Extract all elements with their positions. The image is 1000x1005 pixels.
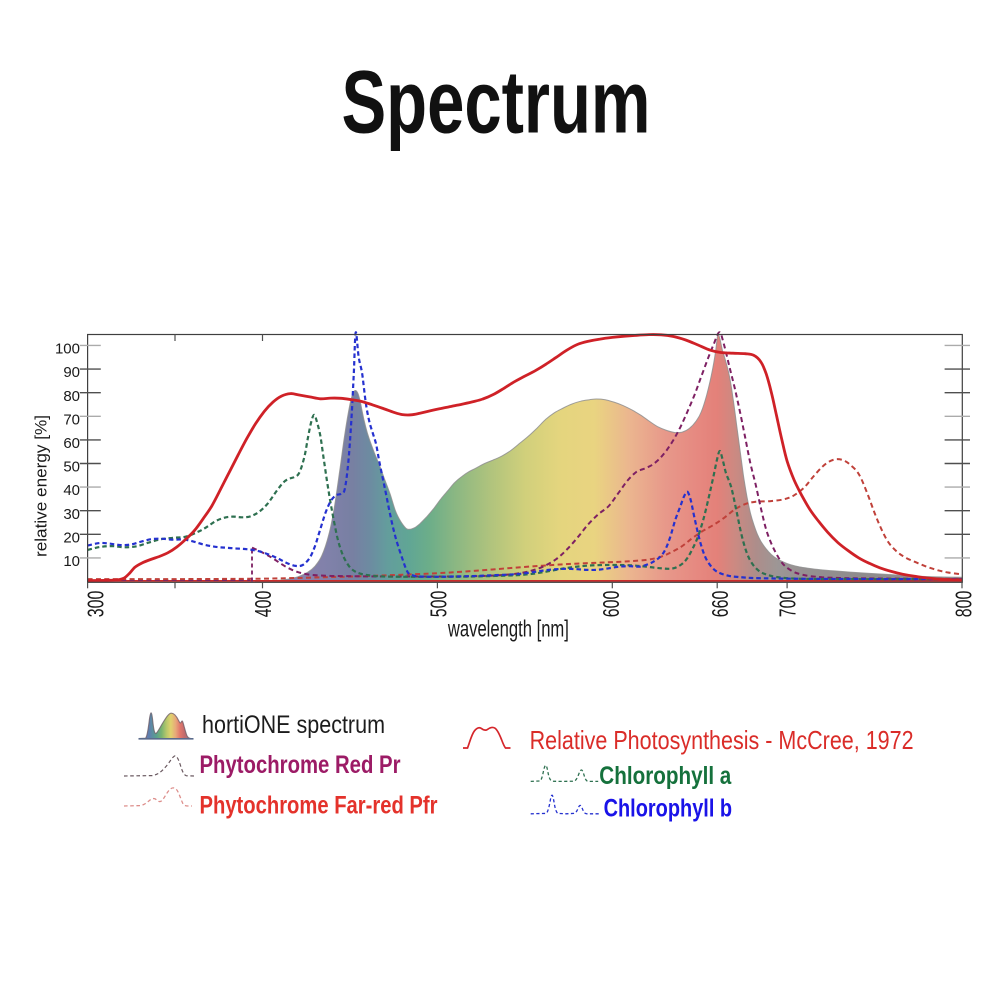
svg-text:40: 40	[63, 482, 80, 499]
svg-text:Relative Photosynthesis - McCr: Relative Photosynthesis - McCree, 1972	[530, 725, 914, 755]
svg-text:Phytochrome Red Pr: Phytochrome Red Pr	[200, 751, 401, 779]
svg-text:60: 60	[63, 435, 80, 452]
svg-text:hortiONE spectrum: hortiONE spectrum	[202, 711, 385, 739]
svg-text:10: 10	[63, 553, 80, 570]
svg-text:Chlorophyll b: Chlorophyll b	[604, 795, 733, 823]
svg-text:700: 700	[775, 591, 801, 618]
svg-text:relative energy [%]: relative energy [%]	[32, 415, 51, 557]
svg-text:70: 70	[63, 411, 80, 428]
svg-text:Chlorophyll a: Chlorophyll a	[599, 762, 732, 790]
svg-text:80: 80	[63, 388, 80, 405]
svg-text:800: 800	[951, 591, 977, 618]
svg-text:660: 660	[707, 591, 733, 618]
svg-text:400: 400	[250, 591, 276, 618]
svg-text:wavelength [nm]: wavelength [nm]	[447, 616, 569, 642]
svg-text:Spectrum: Spectrum	[342, 52, 651, 152]
svg-text:100: 100	[55, 341, 80, 358]
svg-text:20: 20	[63, 529, 80, 546]
svg-text:500: 500	[426, 591, 452, 618]
svg-text:300: 300	[83, 591, 109, 618]
svg-text:600: 600	[598, 591, 624, 618]
svg-text:90: 90	[63, 364, 80, 381]
svg-text:50: 50	[63, 459, 80, 476]
svg-text:30: 30	[63, 506, 80, 523]
svg-text:Phytochrome Far-red Pfr: Phytochrome Far-red Pfr	[200, 792, 438, 820]
